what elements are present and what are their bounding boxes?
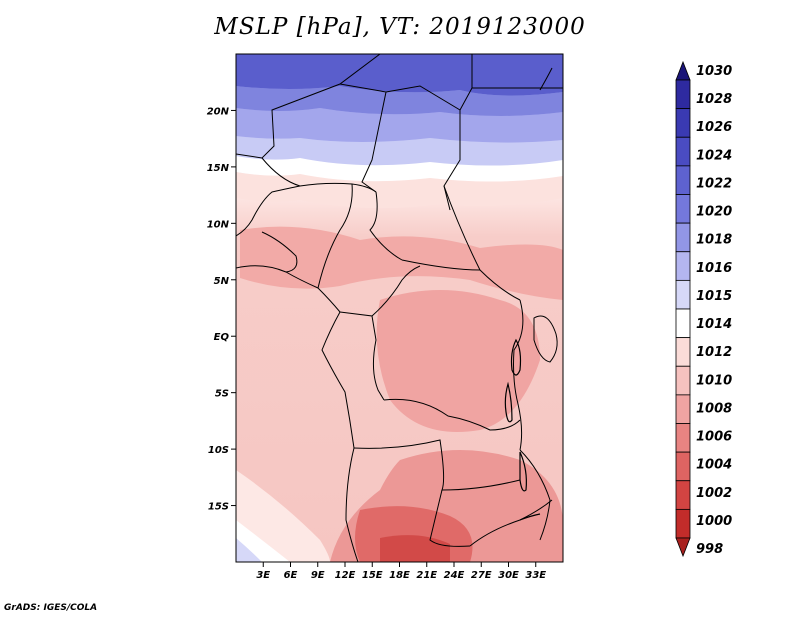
lakes [504,338,541,521]
lon-tick-label: 18E [389,570,410,581]
longitude-axis: 3E 6E 9E 12E 15E 18E 21E 24E 27E 30E 33E [256,562,546,581]
pressure-band-1016 [236,136,563,166]
lat-tick-label: 5S [215,389,229,400]
lon-tick-label: 30E [498,570,519,581]
low-pressure-west-africa [240,226,563,300]
colorbar-label: 1002 [696,486,732,501]
pressure-band-1012 [236,172,563,209]
lat-tick-label: 5N [214,276,230,287]
grads-credit: GrADS: IGES/COLA [4,603,98,613]
colorbar-label: 1022 [696,176,732,191]
colorbar-swatch [675,108,691,138]
colorbar-label: 1000 [696,514,732,529]
lon-tick-label: 12E [335,570,356,581]
colorbar-label: 1018 [696,233,732,248]
lon-tick-label: 27E [471,570,492,581]
lon-tick-label: 24E [444,570,465,581]
colorbar-top-arrow [675,60,691,81]
colorbar-swatch [675,423,691,453]
lon-tick-label: 33E [525,570,546,581]
colorbar: 1030 1028 1026 1024 1022 1020 1018 1016 1015 1014… [675,60,732,558]
pressure-band-southwest-blue [236,538,262,562]
lon-tick-label: 3E [256,570,270,581]
colorbar-label: 1028 [696,92,732,107]
latitude-axis: 20N 15N 10N 5N EQ 5S 10S 15S [207,106,236,513]
pressure-band-1014 [236,156,563,182]
colorbar-label: 1015 [696,289,732,304]
colorbar-label: 1016 [696,261,732,276]
colorbar-label: 1008 [696,401,732,416]
lat-tick-label: EQ [214,332,230,343]
colorbar-label: 1012 [696,345,732,360]
colorbar-swatch [675,136,691,167]
lon-tick-label: 6E [284,570,298,581]
lon-tick-label: 9E [311,570,325,581]
low-pressure-congo-basin [376,290,540,432]
colorbar-swatch [675,508,691,539]
colorbar-swatch [675,194,691,224]
lon-tick-label: 21E [416,570,437,581]
high-pressure-band [236,86,563,116]
colorbar-label: 1030 [696,64,732,79]
pressure-field [236,54,563,562]
colorbar-swatch [675,251,691,281]
colorbar-bottom-arrow [675,537,691,558]
colorbar-label: 1006 [696,430,732,445]
country-borders [236,54,563,562]
colorbar-swatch [675,165,691,195]
map-title: MSLP [hPa], VT: 2019123000 [214,14,586,40]
high-pressure-core [236,54,563,96]
colorbar-label: 1014 [696,317,732,332]
lat-tick-label: 15N [207,163,230,174]
colorbar-label: 998 [696,542,723,557]
colorbar-label: 1010 [696,373,732,388]
colorbar-swatch [675,79,691,110]
colorbar-swatch [675,451,691,482]
colorbar-label: 1024 [696,148,732,163]
colorbar-swatch [675,480,691,510]
colorbar-swatch [675,279,691,310]
pressure-band-1018 [236,108,563,143]
lat-tick-label: 15S [208,502,229,513]
colorbar-swatch [675,337,691,367]
colorbar-label: 1026 [696,120,732,135]
lat-tick-label: 10S [208,445,229,456]
colorbar-swatch [675,222,691,253]
lat-tick-label: 10N [207,219,230,230]
lat-tick-label: 20N [207,106,230,117]
colorbar-swatch [675,308,691,339]
colorbar-label: 1004 [696,458,732,473]
colorbar-swatch [675,365,691,396]
colorbar-label: 1020 [696,205,732,220]
lon-tick-label: 15E [362,570,383,581]
colorbar-swatch [675,394,691,424]
